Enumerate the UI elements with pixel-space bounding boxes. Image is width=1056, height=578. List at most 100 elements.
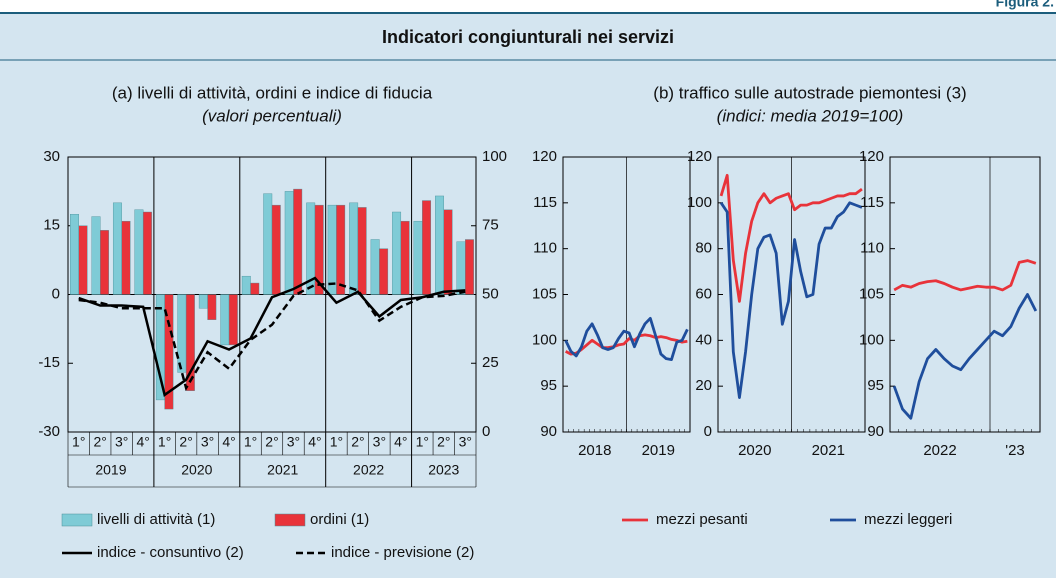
bar — [155, 294, 165, 401]
bar — [456, 241, 466, 295]
y2-tick-label: 100 — [482, 148, 507, 165]
legend-label: livelli di attività (1) — [97, 511, 215, 528]
x-tick-label: 2° — [94, 434, 107, 450]
bar — [177, 294, 187, 373]
top-strip — [0, 0, 1056, 13]
x-tick-label: 2022 — [923, 442, 956, 459]
bar — [349, 202, 359, 295]
bar — [465, 239, 474, 295]
chart-title: (b) traffico sulle autostrade piemontesi… — [653, 83, 966, 102]
bar — [443, 209, 453, 295]
line-series — [565, 333, 688, 356]
chart-subtitle: (valori percentuali) — [202, 106, 342, 125]
y-tick-label: 40 — [695, 331, 712, 348]
x-tick-label: 2020 — [738, 442, 771, 459]
bar — [435, 195, 444, 295]
x-tick-label: 4° — [222, 434, 235, 450]
x-tick-label: 1° — [330, 434, 343, 450]
x-tick-label: 1° — [158, 434, 171, 450]
y-tick-label: 0 — [52, 285, 60, 302]
bar — [370, 239, 380, 295]
year-label: 2020 — [181, 462, 212, 478]
bar — [100, 230, 109, 295]
bar — [185, 294, 195, 391]
bar — [400, 220, 410, 295]
bar — [336, 204, 346, 295]
legend-swatch — [61, 513, 93, 527]
x-tick-label: 2021 — [812, 442, 845, 459]
legend-label: mezzi leggeri — [864, 511, 952, 528]
line-series — [719, 201, 863, 400]
bar — [284, 191, 294, 295]
y-tick-label: 100 — [532, 331, 557, 348]
x-tick-label: 1° — [416, 434, 429, 450]
x-tick-label: 3° — [459, 434, 472, 450]
bar — [78, 225, 88, 295]
y-tick-label: 105 — [859, 285, 884, 302]
line-series — [564, 316, 689, 361]
figure-title: Indicatori congiunturali nei servizi — [382, 27, 674, 47]
year-label: 2023 — [428, 462, 459, 478]
y-tick-label: -15 — [38, 354, 60, 371]
y-tick-label: 100 — [687, 194, 712, 211]
y-tick-label: 115 — [860, 194, 884, 211]
x-tick-label: 1° — [72, 434, 85, 450]
figure-number: Figura 2. — [996, 0, 1054, 10]
bar — [250, 282, 260, 295]
bar — [327, 204, 337, 295]
bar — [271, 204, 281, 295]
bar — [314, 204, 324, 295]
legend-swatch — [274, 513, 306, 527]
bar — [220, 294, 230, 346]
y-tick-label: 90 — [540, 423, 557, 440]
y-tick-label: 60 — [695, 285, 712, 302]
y2-tick-label: 0 — [482, 423, 490, 440]
y-tick-label: 120 — [532, 148, 557, 165]
x-tick-label: 3° — [115, 434, 128, 450]
x-tick-label: 4° — [136, 434, 149, 450]
line-series — [78, 276, 466, 397]
x-tick-label: 2° — [265, 434, 278, 450]
legend-label: indice - consuntivo (2) — [97, 544, 244, 561]
x-tick-label: 3° — [201, 434, 214, 450]
y2-tick-label: 50 — [482, 285, 499, 302]
x-tick-label: '23 — [1005, 442, 1025, 459]
bar — [241, 275, 251, 295]
year-label: 2019 — [95, 462, 126, 478]
legend-label: indice - previsione (2) — [331, 544, 474, 561]
bar — [164, 294, 174, 410]
year-label: 2022 — [353, 462, 384, 478]
bar — [142, 211, 152, 295]
bar — [121, 220, 131, 295]
x-tick-label: 3° — [373, 434, 386, 450]
bar — [134, 209, 144, 295]
bar — [422, 200, 432, 295]
bar — [392, 211, 402, 295]
line-series — [719, 173, 863, 303]
y-tick-label: 120 — [687, 148, 712, 165]
plot-frame — [889, 156, 1041, 433]
x-tick-label: 1° — [244, 434, 257, 450]
bar — [198, 294, 208, 309]
year-label: 2021 — [267, 462, 298, 478]
legend-label: ordini (1) — [310, 511, 369, 528]
line-series — [78, 282, 466, 392]
x-tick-label: 2° — [351, 434, 364, 450]
y-tick-label: 90 — [867, 423, 884, 440]
y-tick-label: 80 — [695, 240, 712, 257]
x-tick-label: 3° — [287, 434, 300, 450]
line-series — [893, 259, 1037, 292]
bar — [70, 214, 79, 295]
y-tick-label: 30 — [43, 148, 60, 165]
x-tick-label: 2019 — [642, 442, 675, 459]
y2-tick-label: 25 — [482, 354, 499, 371]
chart-subtitle: (indici: media 2019=100) — [717, 106, 904, 125]
y-tick-label: 105 — [532, 285, 557, 302]
y-tick-label: 95 — [540, 377, 557, 394]
bar — [379, 248, 389, 295]
y-tick-label: 100 — [859, 331, 884, 348]
y-tick-label: 15 — [43, 217, 60, 234]
y-tick-label: 115 — [533, 194, 557, 211]
y-tick-label: 0 — [704, 423, 712, 440]
